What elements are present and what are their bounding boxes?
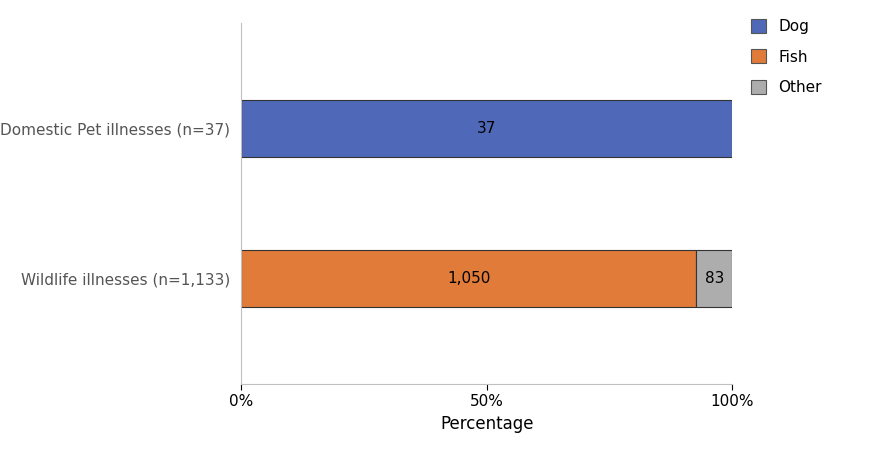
X-axis label: Percentage: Percentage	[440, 415, 533, 433]
Text: 37: 37	[477, 121, 497, 136]
Text: 83: 83	[705, 271, 724, 286]
Text: 1,050: 1,050	[447, 271, 490, 286]
Bar	[241, 100, 732, 157]
Bar	[697, 250, 732, 307]
Bar	[241, 250, 697, 307]
Legend: Dog, Fish, Other: Dog, Fish, Other	[745, 13, 828, 101]
